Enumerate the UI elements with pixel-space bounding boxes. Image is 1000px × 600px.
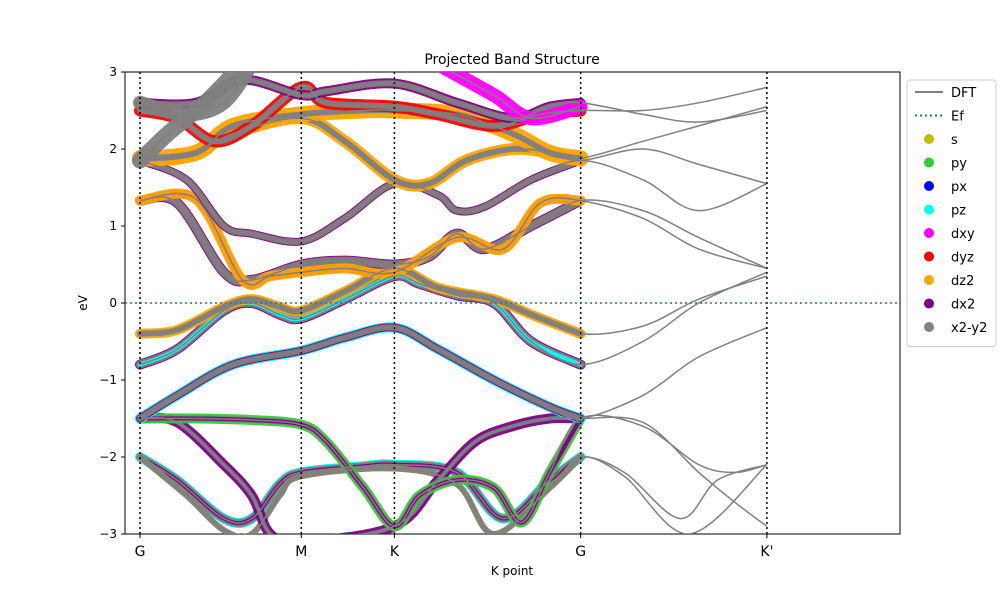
band-1-dft-line bbox=[139, 455, 768, 534]
band-10-dft-line bbox=[139, 117, 768, 187]
legend-marker-dyz bbox=[924, 251, 934, 262]
x-tick-label-3: G bbox=[575, 544, 586, 560]
band-5-dft-line bbox=[139, 271, 768, 366]
band-9-dft-line bbox=[139, 159, 768, 243]
legend-label-pz: pz bbox=[951, 204, 966, 219]
y-tick-label-3: 0 bbox=[109, 296, 117, 310]
x-tick-label-2: K bbox=[390, 544, 400, 560]
band-4-dft-line bbox=[139, 326, 768, 420]
legend-label-py: py bbox=[951, 157, 967, 172]
band-14-dft-line bbox=[139, 72, 237, 162]
legend-label-s: s bbox=[951, 133, 958, 148]
legend-marker-px bbox=[924, 181, 934, 191]
legend-marker-dxy bbox=[924, 228, 934, 238]
legend-label-dx2: dx2 bbox=[951, 298, 975, 313]
band-8-dft-line bbox=[139, 192, 768, 286]
band-12-dft-line bbox=[139, 86, 768, 143]
band-16-dft-line bbox=[450, 72, 581, 120]
legend-label-px: px bbox=[951, 180, 967, 195]
legend-marker-dx2 bbox=[924, 298, 934, 309]
band-15-dft-line bbox=[139, 72, 248, 116]
chart-title: Projected Band Structure bbox=[424, 52, 599, 68]
y-axis: −3 −2 −1 0 1 2 3 bbox=[99, 65, 125, 541]
y-tick-label-6: 3 bbox=[109, 65, 117, 79]
x-tick-label-4: K' bbox=[760, 544, 773, 560]
band-4-projection-0 bbox=[135, 322, 586, 424]
legend-marker-dz2 bbox=[924, 275, 934, 285]
y-tick-label-1: −2 bbox=[99, 450, 117, 464]
y-tick-label-4: 1 bbox=[109, 219, 117, 233]
band-7-dft-line bbox=[139, 196, 768, 283]
band-0-dft-line bbox=[139, 456, 768, 524]
x-axis: G M K G K' bbox=[135, 534, 773, 560]
band-11-dft-line bbox=[139, 105, 768, 160]
legend-label-dxy: dxy bbox=[951, 227, 975, 242]
legend-marker-py bbox=[924, 157, 934, 168]
y-axis-label: eV bbox=[76, 294, 90, 310]
legend: DFT Ef s py px pz dxy dyz dz2 dx2 x2-y2 bbox=[906, 79, 997, 347]
legend-label-Ef: Ef bbox=[951, 110, 964, 125]
x-tick-label-1: M bbox=[295, 544, 307, 560]
legend-marker-s bbox=[924, 134, 934, 144]
legend-marker-pz bbox=[924, 204, 934, 215]
x-axis-label: K point bbox=[491, 564, 534, 578]
y-tick-label-5: 2 bbox=[109, 142, 117, 156]
legend-label-dyz: dyz bbox=[951, 251, 974, 266]
legend-label-DFT: DFT bbox=[951, 86, 976, 101]
x-tick-label-0: G bbox=[135, 544, 146, 560]
legend-label-dz2: dz2 bbox=[951, 274, 974, 289]
legend-marker-x2-y2 bbox=[924, 322, 934, 332]
legend-label-x2-y2: x2-y2 bbox=[951, 321, 987, 336]
y-tick-label-0: −3 bbox=[99, 527, 117, 541]
band-3-dft-line bbox=[139, 414, 768, 528]
y-tick-label-2: −1 bbox=[99, 373, 117, 387]
